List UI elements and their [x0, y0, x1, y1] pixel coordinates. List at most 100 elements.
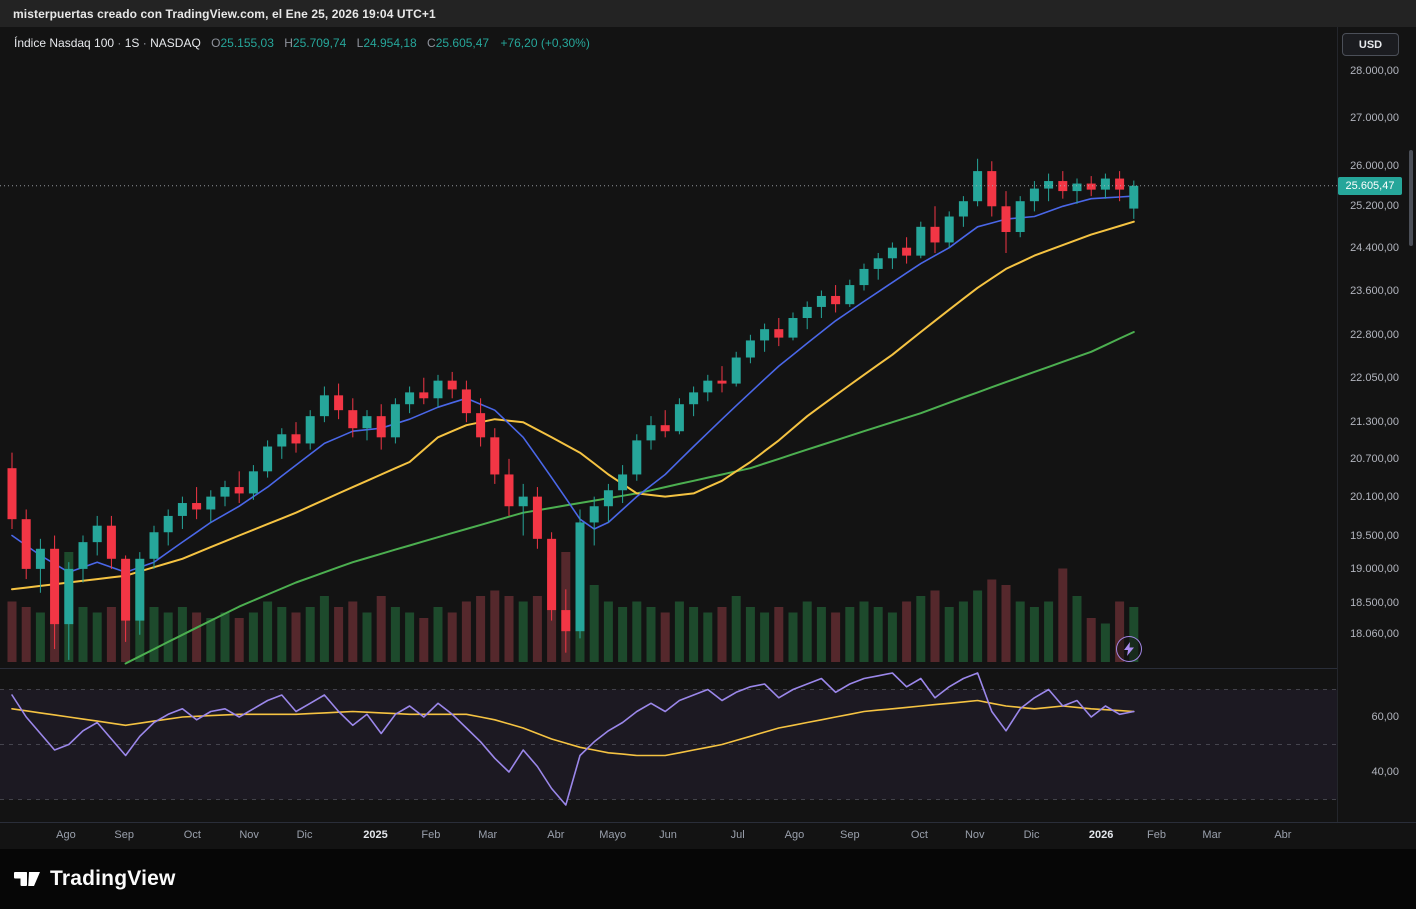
low-key: L	[356, 36, 364, 50]
volume-bar	[248, 612, 258, 662]
candle-body	[106, 525, 116, 559]
price-axis-label: 21.300,00	[1350, 416, 1399, 429]
attribution-bar: misterpuertas creado con TradingView.com…	[0, 0, 1416, 27]
candle-body	[1058, 181, 1068, 192]
volume-bar	[319, 596, 329, 662]
volume-bar	[703, 612, 713, 662]
volume-bar	[419, 618, 429, 662]
price-axis-label: 19.500,00	[1350, 529, 1399, 542]
legend-separator: ·	[114, 36, 125, 50]
volume-bar	[1129, 607, 1139, 662]
time-axis-month-label: Nov	[964, 829, 985, 841]
time-axis-month-label: Sep	[114, 829, 134, 841]
volume-bar	[1072, 596, 1082, 662]
time-axis-month-label: Mar	[1202, 829, 1222, 841]
price-axis-label: 26.000,00	[1350, 160, 1399, 173]
price-axis-label: 25.200,00	[1350, 200, 1399, 213]
low-value: 24.954,18	[363, 36, 417, 50]
candle-body	[561, 610, 571, 632]
time-axis-month-label: Dic	[1023, 829, 1040, 841]
price-axis[interactable]: 28.000,00 27.000,00 26.000,00 25.200,00 24.4…	[1337, 27, 1416, 822]
price-axis-label: 19.000,00	[1350, 562, 1399, 575]
candle-body	[92, 525, 102, 543]
instant-trading-button[interactable]	[1116, 636, 1142, 662]
candle-body	[433, 380, 443, 399]
time-axis-month-label: Jun	[659, 829, 677, 841]
price-axis-label: 22.050,00	[1350, 371, 1399, 384]
chart-legend[interactable]: Índice Nasdaq 100 · 1S · NASDAQ O25.155,…	[14, 36, 590, 50]
time-axis-month-label: Abr	[1274, 829, 1292, 841]
candle-body	[831, 295, 841, 305]
candle-body	[774, 329, 784, 338]
candle-body	[1100, 178, 1110, 190]
symbol-title[interactable]: Índice Nasdaq 100	[14, 36, 115, 50]
candlestick-series	[7, 158, 1139, 660]
volume-bar	[106, 607, 116, 662]
candle-body	[64, 568, 74, 625]
candle-body	[873, 258, 883, 269]
exchange-label: NASDAQ	[150, 36, 201, 50]
volume-bar	[447, 612, 457, 662]
price-scale-scrollbar[interactable]	[1409, 150, 1413, 246]
time-axis-divider	[0, 822, 1416, 823]
tradingview-logo-icon[interactable]	[13, 865, 41, 893]
price-axis-label: 18.500,00	[1350, 597, 1399, 610]
currency-button[interactable]: USD	[1342, 33, 1399, 56]
volume-bar	[603, 601, 613, 662]
candle-body	[163, 515, 173, 533]
volume-bar	[291, 612, 301, 662]
volume-bar	[774, 607, 784, 662]
candle-body	[447, 380, 457, 390]
volume-bar	[334, 607, 344, 662]
volume-bar	[277, 607, 287, 662]
time-axis-year-label: 2025	[363, 829, 388, 841]
legend-separator: ·	[139, 36, 151, 50]
candle-body	[1086, 183, 1096, 190]
volume-bar	[902, 601, 912, 662]
candle-body	[21, 519, 31, 569]
rsi-ma-line	[11, 699, 1135, 757]
interval-label[interactable]: 1S	[124, 36, 140, 50]
candle-body	[405, 392, 415, 405]
candle-body	[618, 474, 628, 491]
candle-body	[50, 548, 60, 625]
time-axis[interactable]: Ago Sep Oct Nov Dic 2025 Feb Mar Abr Mayo Jun Jul Ag…	[0, 823, 1337, 849]
volume-bar	[788, 612, 798, 662]
volume-bar	[21, 607, 31, 662]
candle-body	[362, 416, 372, 429]
time-axis-year-label: 2026	[1088, 829, 1114, 841]
price-axis-label: 20.700,00	[1350, 452, 1399, 465]
tradingview-wordmark[interactable]: TradingView	[50, 867, 176, 890]
candle-body	[887, 247, 897, 259]
volume-bar	[930, 590, 940, 662]
candle-body	[78, 542, 88, 569]
volume-bar	[206, 618, 216, 662]
candle-body	[987, 171, 997, 207]
volume-bar	[958, 601, 968, 662]
volume-bar	[234, 618, 244, 662]
volume-bar	[845, 607, 855, 662]
candle-body	[1115, 178, 1125, 190]
candle-body	[334, 395, 344, 411]
close-value: 25.605,47	[435, 36, 490, 50]
candle-body	[646, 425, 656, 441]
volume-bar	[717, 607, 727, 662]
candle-body	[1044, 181, 1054, 189]
volume-bar	[1058, 568, 1068, 662]
candle-body	[802, 306, 812, 319]
candle-body	[902, 247, 912, 256]
volume-bar	[859, 601, 869, 662]
ma-slow-line	[124, 331, 1135, 665]
volume-bar	[987, 579, 997, 662]
candle-body	[35, 548, 45, 569]
volume-bar	[660, 612, 670, 662]
candle-body	[717, 380, 727, 384]
volume-bar	[532, 596, 542, 662]
price-axis-label: 18.060,00	[1350, 628, 1399, 641]
price-axis-label: 28.000,00	[1350, 65, 1399, 77]
candle-body	[248, 471, 258, 494]
price-chart[interactable]	[0, 27, 1337, 822]
open-value: 25.155,03	[220, 36, 274, 50]
candle-body	[745, 340, 755, 358]
candle-body	[490, 437, 500, 475]
